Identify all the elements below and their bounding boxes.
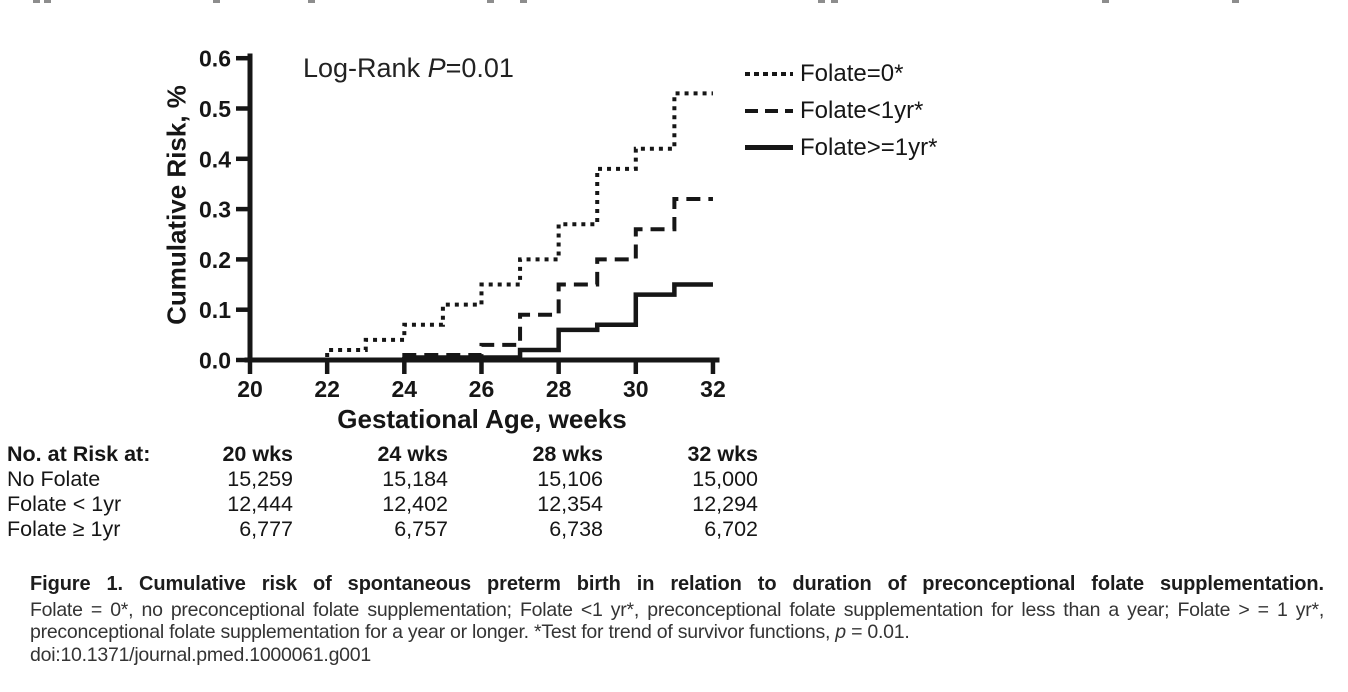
x-tick-label: 32 (700, 376, 726, 402)
figure-caption: Figure 1. Cumulative risk of spontaneous… (30, 573, 1324, 667)
legend-entry-folate-lt1yr: Folate<1yr* (745, 92, 937, 129)
cell-value: 6,702 (704, 517, 758, 541)
text-fragment (1102, 0, 1109, 3)
row-label: Folate ≥ 1yr (7, 517, 121, 541)
table-row: Folate ≥ 1yr 6,777 6,757 6,738 6,702 (7, 517, 767, 542)
cell-value: 12,354 (537, 492, 603, 516)
legend-entry-folate-ge1yr: Folate>=1yr* (745, 129, 937, 166)
text-fragment (308, 0, 315, 3)
row-label: No Folate (7, 467, 101, 491)
cell-value: 15,184 (382, 467, 448, 491)
y-tick-label: 0.2 (199, 247, 231, 273)
legend: Folate=0* Folate<1yr* Folate>=1yr* (745, 55, 937, 166)
text-fragment (520, 0, 527, 3)
text-fragment (1232, 0, 1239, 3)
cell-value: 15,106 (537, 467, 603, 491)
cell-value: 6,738 (549, 517, 603, 541)
y-axis-title: Cumulative Risk, % (161, 85, 192, 325)
caption-body: Folate = 0*, no preconceptional folate s… (30, 599, 1324, 643)
text-fragment (44, 0, 51, 3)
cell-value: 12,294 (692, 492, 758, 516)
x-tick-label: 22 (314, 376, 340, 402)
solid-line-sample-icon (745, 145, 793, 150)
cell-value: 6,757 (394, 517, 448, 541)
x-tick-label: 26 (469, 376, 495, 402)
cell-value: 15,259 (227, 467, 293, 491)
y-tick-label: 0.1 (199, 297, 231, 323)
caption-p-value: = 0.01. (845, 621, 910, 643)
text-fragment (487, 0, 494, 3)
legend-label: Folate>=1yr* (800, 133, 938, 161)
caption-title: Figure 1. Cumulative risk of spontaneous… (30, 573, 1324, 595)
risk-table-col-header: 32 wks (687, 442, 758, 466)
cell-value: 15,000 (692, 467, 758, 491)
caption-body-text: Folate = 0*, no preconceptional folate s… (30, 599, 1324, 643)
legend-label: Folate=0* (800, 59, 904, 87)
text-fragment (831, 0, 838, 3)
log-rank-value: =0.01 (445, 53, 514, 83)
y-tick-label: 0.0 (199, 348, 231, 374)
log-rank-p: P (427, 53, 446, 83)
legend-entry-folate-0: Folate=0* (745, 55, 937, 92)
risk-curves (325, 91, 713, 360)
text-fragment (818, 0, 825, 3)
text-fragment (33, 0, 40, 3)
cumulative-risk-chart: 0.0 0.1 0.2 0.3 0.4 0.5 0.6 20 22 24 26 28 30 32 (199, 46, 726, 402)
series-curve-dashed (402, 197, 713, 357)
risk-table-col-header: 20 wks (222, 442, 293, 466)
y-tick-label: 0.4 (199, 146, 231, 172)
axes: 0.0 0.1 0.2 0.3 0.4 0.5 0.6 20 22 24 26 28 30 32 (199, 46, 726, 402)
dotted-line-sample-icon (745, 71, 793, 76)
risk-table-col-header: 28 wks (532, 442, 603, 466)
y-tick-label: 0.6 (199, 46, 231, 72)
x-tick-label: 20 (237, 376, 263, 402)
x-tick-label: 30 (623, 376, 649, 402)
risk-table-header-row: No. at Risk at: 20 wks 24 wks 28 wks 32 … (7, 442, 767, 467)
legend-label: Folate<1yr* (800, 96, 924, 124)
log-rank-prefix: Log-Rank (303, 53, 428, 83)
x-tick-label: 24 (392, 376, 418, 402)
caption-doi: doi:10.1371/journal.pmed.1000061.g001 (30, 644, 371, 666)
table-row: No Folate 15,259 15,184 15,106 15,000 (7, 467, 767, 492)
dashed-line-sample-icon (745, 108, 793, 113)
text-fragment (213, 0, 220, 3)
table-row: Folate < 1yr 12,444 12,402 12,354 12,294 (7, 492, 767, 517)
x-axis-title: Gestational Age, weeks (337, 404, 627, 434)
y-tick-label: 0.5 (199, 96, 231, 122)
risk-table-title: No. at Risk at: (7, 442, 151, 466)
y-tick-label: 0.3 (199, 197, 231, 223)
cell-value: 12,444 (227, 492, 293, 516)
series-curve-solid (402, 282, 713, 360)
row-label: Folate < 1yr (7, 492, 122, 516)
number-at-risk-table: No. at Risk at: 20 wks 24 wks 28 wks 32 … (7, 442, 767, 542)
cell-value: 12,402 (382, 492, 448, 516)
risk-table-col-header: 24 wks (377, 442, 448, 466)
x-tick-label: 28 (546, 376, 572, 402)
log-rank-annotation: Log-Rank P=0.01 (303, 53, 514, 84)
cell-value: 6,777 (239, 517, 293, 541)
caption-p-italic: p (835, 621, 846, 643)
